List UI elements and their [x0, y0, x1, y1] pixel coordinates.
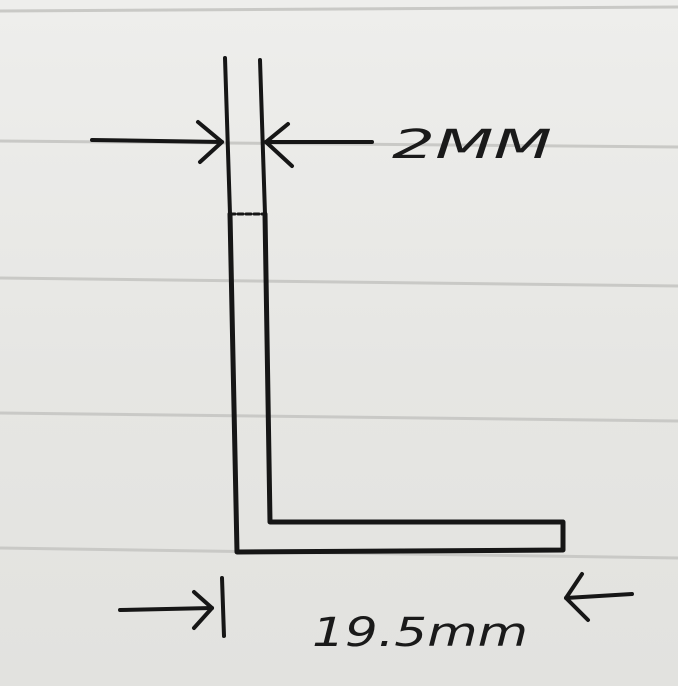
- width-arrowhead-left: [192, 590, 214, 630]
- width-label: 19.5mm: [312, 610, 528, 656]
- thickness-arrow-shaft-left: [90, 138, 224, 144]
- thickness-arrowhead-left: [196, 120, 224, 164]
- angle-outline: [227, 211, 566, 555]
- width-arrow-shaft-right: [564, 592, 634, 600]
- ruled-lines: [0, 5, 678, 560]
- width-dimension: 19.5mm: [118, 572, 634, 656]
- ruled-line: [0, 276, 678, 288]
- width-arrowhead-right: [564, 572, 590, 622]
- thickness-dimension: 2MM: [90, 120, 552, 168]
- extension-line-left: [223, 56, 232, 216]
- thickness-label: 2MM: [392, 122, 552, 168]
- angle-profile: [223, 56, 566, 555]
- width-extension-left: [220, 576, 226, 638]
- ruled-line: [0, 5, 678, 13]
- ruled-line: [0, 411, 678, 423]
- thickness-arrowhead-right: [264, 122, 294, 168]
- width-arrow-shaft-left: [118, 606, 214, 612]
- extension-line-right: [258, 58, 267, 216]
